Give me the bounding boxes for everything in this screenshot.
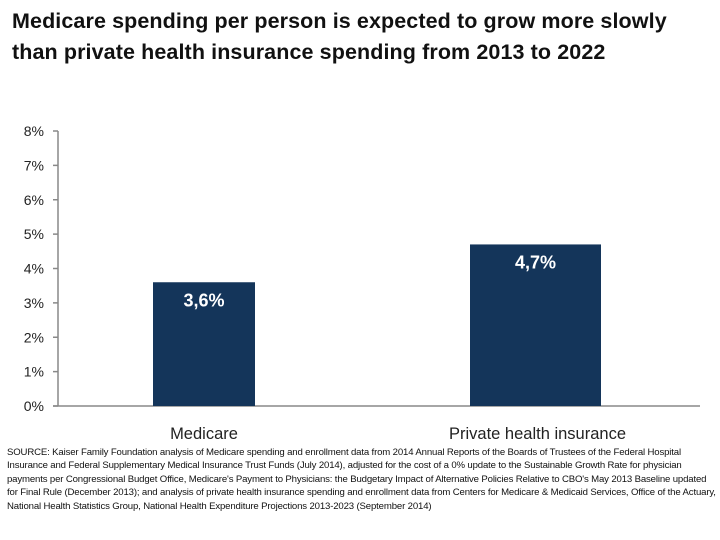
y-tick-label: 2% — [24, 329, 44, 345]
axes: 0% 1% 2% 3% 4% 5% 6% 7% 8% — [24, 123, 700, 414]
y-tick-label: 3% — [24, 295, 44, 311]
y-tick-label: 7% — [24, 157, 44, 173]
y-tick-label: 0% — [24, 398, 44, 414]
y-tick-label: 8% — [24, 123, 44, 139]
bar-0 — [153, 282, 255, 406]
y-tick-label: 5% — [24, 226, 44, 242]
data-label: 4,7% — [515, 252, 556, 272]
source-note: SOURCE: Kaiser Family Foundation analysi… — [7, 447, 716, 512]
y-tick-label: 4% — [24, 261, 44, 277]
x-category-label: Medicare — [170, 425, 238, 443]
data-label: 3,6% — [183, 290, 224, 310]
y-tick-label: 6% — [24, 192, 44, 208]
chart-title: Medicare spending per person is expected… — [12, 9, 667, 64]
bar-1 — [470, 244, 601, 406]
x-category-label: Private health insurance — [449, 425, 626, 443]
y-tick-label: 1% — [24, 364, 44, 380]
bar-chart: 0% 1% 2% 3% 4% 5% 6% 7% 8% 3,6% Medicare 4,7% Priva… — [24, 123, 700, 443]
bars: 3,6% Medicare 4,7% Private health insurance — [153, 244, 626, 443]
